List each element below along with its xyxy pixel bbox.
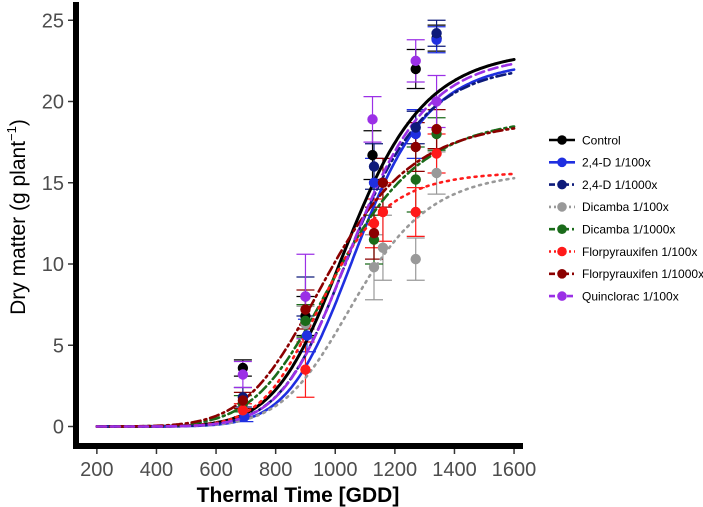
data-point — [377, 177, 389, 188]
legend-label: Florpyrauxifen 1/100x — [582, 245, 697, 259]
legend-marker — [557, 224, 567, 234]
legend-label: Quinclorac 1/100x — [582, 289, 679, 303]
x-tick-label: 200 — [80, 459, 113, 481]
data-point — [431, 167, 442, 179]
data-point — [368, 177, 380, 188]
legend-item: Florpyrauxifen 1/1000x — [549, 267, 703, 281]
data-point — [237, 395, 249, 406]
y-axis-title: Dry matter (g plant−1) — [4, 119, 30, 315]
legend-marker — [557, 291, 567, 301]
data-point — [410, 174, 421, 185]
y-tick-label: 10 — [42, 254, 64, 276]
legend-item: Quinclorac 1/100x — [549, 289, 679, 303]
data-point — [237, 405, 249, 416]
data-point — [367, 149, 378, 161]
legend-label: Florpyrauxifen 1/1000x — [582, 267, 703, 281]
legend-marker — [557, 202, 567, 212]
data-point — [410, 141, 421, 153]
axes — [73, 2, 523, 449]
data-point — [300, 315, 311, 327]
data-point — [367, 114, 378, 125]
x-tick-label: 1400 — [432, 459, 477, 481]
data-point — [368, 161, 380, 172]
data-point — [431, 96, 442, 107]
legend-item: 2,4-D 1/100x — [549, 156, 651, 170]
data-point — [368, 262, 380, 273]
data-point — [410, 206, 421, 218]
legend-item: 2,4-D 1/1000x — [549, 178, 657, 192]
data-point — [368, 227, 380, 239]
data-point — [431, 123, 442, 135]
y-tick-label: 15 — [42, 173, 64, 195]
x-tick-label: 400 — [140, 459, 173, 481]
x-axis-title: Thermal Time [GDD] — [197, 484, 400, 507]
fitted-curves — [95, 58, 516, 428]
data-point — [410, 253, 421, 265]
data-points — [237, 28, 442, 422]
data-point — [300, 291, 311, 302]
y-tick-label: 5 — [53, 335, 64, 357]
legend-item: Control — [549, 133, 621, 147]
legend-label: 2,4-D 1/1000x — [582, 178, 657, 192]
x-tick-label: 1200 — [373, 459, 418, 481]
legend-item: Dicamba 1/1000x — [549, 223, 675, 237]
legend-label: Dicamba 1/100x — [582, 200, 669, 214]
data-point — [410, 63, 421, 75]
data-point — [237, 369, 249, 380]
x-tick-label: 1000 — [313, 459, 358, 481]
tick-labels: 200 400 600 800 1000 1200 1400 1600 0 5 10 15 20 25 — [42, 10, 537, 481]
x-tick-label: 800 — [259, 459, 292, 481]
data-point — [301, 330, 313, 341]
legend-item: Florpyrauxifen 1/100x — [549, 245, 697, 259]
legend-item: Dicamba 1/100x — [549, 200, 669, 214]
data-point — [377, 206, 389, 218]
legend-marker — [557, 246, 567, 257]
legend-marker — [557, 157, 567, 168]
data-point — [410, 55, 421, 67]
legend-label: Dicamba 1/1000x — [582, 223, 675, 237]
data-point — [368, 218, 380, 229]
data-point — [300, 364, 311, 375]
data-point — [410, 122, 421, 133]
series-curve — [95, 62, 516, 428]
x-tick-label: 600 — [199, 459, 232, 481]
legend-marker — [557, 269, 567, 279]
legend-marker — [557, 135, 567, 145]
y-tick-label: 20 — [42, 92, 64, 114]
data-point — [431, 148, 442, 159]
data-point — [431, 28, 442, 39]
x-tick-label: 1600 — [492, 459, 537, 481]
y-tick-label: 0 — [53, 417, 64, 439]
data-point — [300, 304, 311, 315]
y-tick-label: 25 — [42, 10, 64, 32]
legend-marker — [557, 179, 567, 190]
plot-area — [76, 4, 523, 446]
data-point — [377, 242, 389, 253]
legend-label: Control — [582, 133, 621, 147]
plot-background — [76, 4, 523, 446]
legend-label: 2,4-D 1/100x — [582, 156, 651, 170]
legend: Control 2,4-D 1/100x 2,4-D 1/1000x Dicamba … — [549, 133, 703, 303]
